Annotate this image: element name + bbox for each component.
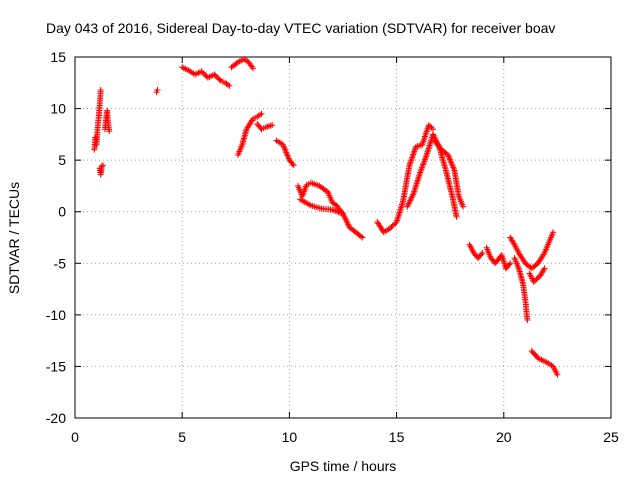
y-tick-label: -10 xyxy=(46,307,66,323)
data-point xyxy=(289,161,296,167)
data-point xyxy=(98,163,105,170)
data-point xyxy=(226,82,233,89)
data-point xyxy=(99,162,106,169)
x-tick-label: 20 xyxy=(496,429,512,445)
data-point xyxy=(430,126,436,133)
y-tick-label: 5 xyxy=(58,152,66,168)
data-point xyxy=(290,162,297,169)
data-point xyxy=(479,250,486,256)
data-point xyxy=(428,124,435,131)
x-tick-label: 25 xyxy=(603,429,619,445)
y-tick-label: 15 xyxy=(50,49,66,65)
data-points xyxy=(91,56,561,378)
data-point xyxy=(550,229,557,236)
data-point xyxy=(358,233,364,240)
data-point xyxy=(154,87,161,93)
x-axis-label: GPS time / hours xyxy=(290,458,397,474)
data-point xyxy=(257,111,264,118)
y-tick-label: -20 xyxy=(46,410,66,426)
data-point xyxy=(411,146,418,153)
plot-frame xyxy=(74,56,612,419)
x-tick-label: 10 xyxy=(282,429,298,445)
data-point xyxy=(460,203,467,210)
data-point xyxy=(106,128,113,135)
x-tick-label: 15 xyxy=(389,429,405,445)
x-tick-label: 5 xyxy=(178,429,186,445)
y-tick-label: -5 xyxy=(54,255,67,271)
data-point xyxy=(510,240,517,247)
y-tick-label: 0 xyxy=(58,204,66,220)
data-point xyxy=(340,210,346,217)
data-point xyxy=(506,261,513,268)
data-point xyxy=(478,251,485,258)
data-point xyxy=(250,65,256,72)
data-point xyxy=(258,110,265,117)
y-axis-label: SDTVAR / TECUs xyxy=(6,182,22,294)
data-point xyxy=(427,123,434,130)
data-point xyxy=(425,122,432,129)
axis-ticks xyxy=(74,56,612,419)
data-point xyxy=(540,251,547,258)
y-tick-label: -15 xyxy=(46,358,66,374)
data-point xyxy=(97,87,104,93)
axis-tick-labels: 0 5 10 15 20 25 -20 -15 -10 -5 0 5 10 15 xyxy=(46,49,619,445)
data-point xyxy=(359,234,366,241)
chart-title: Day 043 of 2016, Sidereal Day-to-day VTE… xyxy=(46,20,555,36)
y-tick-label: 10 xyxy=(50,101,66,117)
grid-lines xyxy=(75,57,611,418)
data-point xyxy=(507,260,514,267)
data-point xyxy=(453,213,460,220)
data-point xyxy=(541,265,548,272)
data-point xyxy=(554,371,561,378)
data-point xyxy=(524,317,531,323)
data-point xyxy=(269,122,276,129)
data-point xyxy=(216,76,223,83)
x-tick-label: 0 xyxy=(71,429,79,445)
